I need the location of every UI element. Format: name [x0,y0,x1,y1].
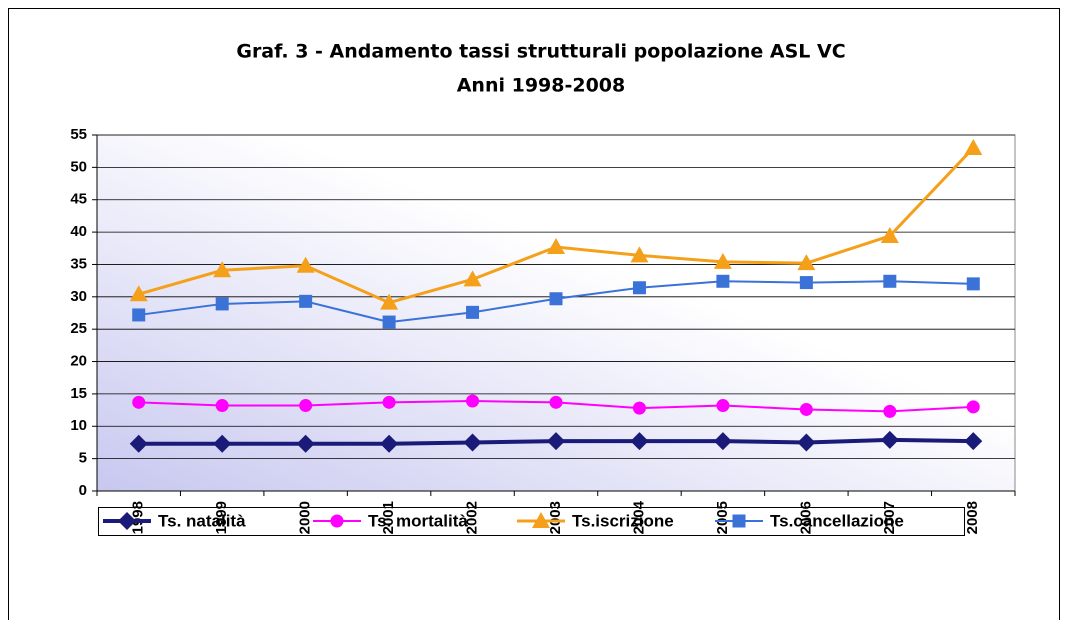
x-tick-label: 2005 [714,501,731,534]
marker [799,402,813,416]
marker [547,432,565,451]
chart-title: Anni 1998-2008 [457,75,626,97]
y-tick-label: 30 [70,288,87,305]
y-tick-label: 15 [70,385,87,402]
marker [382,395,396,409]
marker [716,399,730,413]
marker [215,399,229,413]
marker [883,404,897,418]
marker [632,281,646,295]
x-tick-label: 2008 [964,501,981,534]
marker [213,261,232,278]
marker [118,512,136,530]
marker [213,434,232,453]
marker [463,433,482,452]
marker [129,434,148,453]
marker [532,512,550,528]
x-tick-label: 2002 [464,501,481,534]
marker [713,252,732,269]
x-tick-label: 2001 [380,501,397,534]
x-tick-label: 2003 [547,501,564,534]
marker [713,432,732,451]
legend-label: Ts. mortalità [368,511,468,530]
marker [547,237,565,254]
marker [380,293,399,310]
marker [129,285,148,302]
marker [380,434,399,453]
marker [132,395,146,409]
marker [296,256,315,273]
marker [880,226,899,243]
marker [797,433,816,452]
y-tick-label: 40 [70,223,87,240]
x-tick-label: 2006 [797,501,814,534]
marker [966,277,980,291]
x-tick-label: 2000 [297,501,314,534]
legend-label: Ts.iscrizione [572,511,674,530]
y-tick-label: 50 [70,158,87,175]
marker [716,274,730,288]
x-tick-label: 2004 [630,500,647,534]
marker [466,394,480,408]
marker [630,432,649,451]
marker [463,270,482,287]
x-tick-label: 2007 [881,501,898,534]
y-tick-label: 0 [79,482,87,499]
x-tick-label: 1998 [130,501,147,534]
marker [382,315,396,329]
marker [549,395,563,409]
marker [880,430,899,449]
marker [549,292,563,306]
marker [299,399,313,413]
legend-label: Ts. natalità [158,511,246,530]
marker [964,432,983,451]
marker [883,274,897,288]
y-tick-label: 25 [70,320,87,337]
marker [296,434,315,453]
marker [799,276,813,290]
marker [132,308,146,322]
plot-area [96,134,1016,492]
y-tick-label: 5 [79,450,87,467]
marker [632,401,646,415]
y-tick-label: 45 [70,191,87,208]
y-tick-label: 10 [70,417,87,434]
marker [215,297,229,311]
marker [966,400,980,414]
legend-label: Ts.cancellazione [770,511,904,530]
y-tick-label: 55 [70,126,87,143]
marker [732,514,746,528]
marker [330,514,344,528]
marker [964,138,983,155]
marker [797,254,816,271]
y-tick-label: 35 [70,255,87,272]
x-tick-label: 1999 [213,501,230,534]
marker [466,305,480,319]
marker [299,294,313,308]
y-tick-label: 20 [70,353,87,370]
chart-title: Graf. 3 - Andamento tassi strutturali po… [236,41,845,63]
marker [630,246,649,263]
